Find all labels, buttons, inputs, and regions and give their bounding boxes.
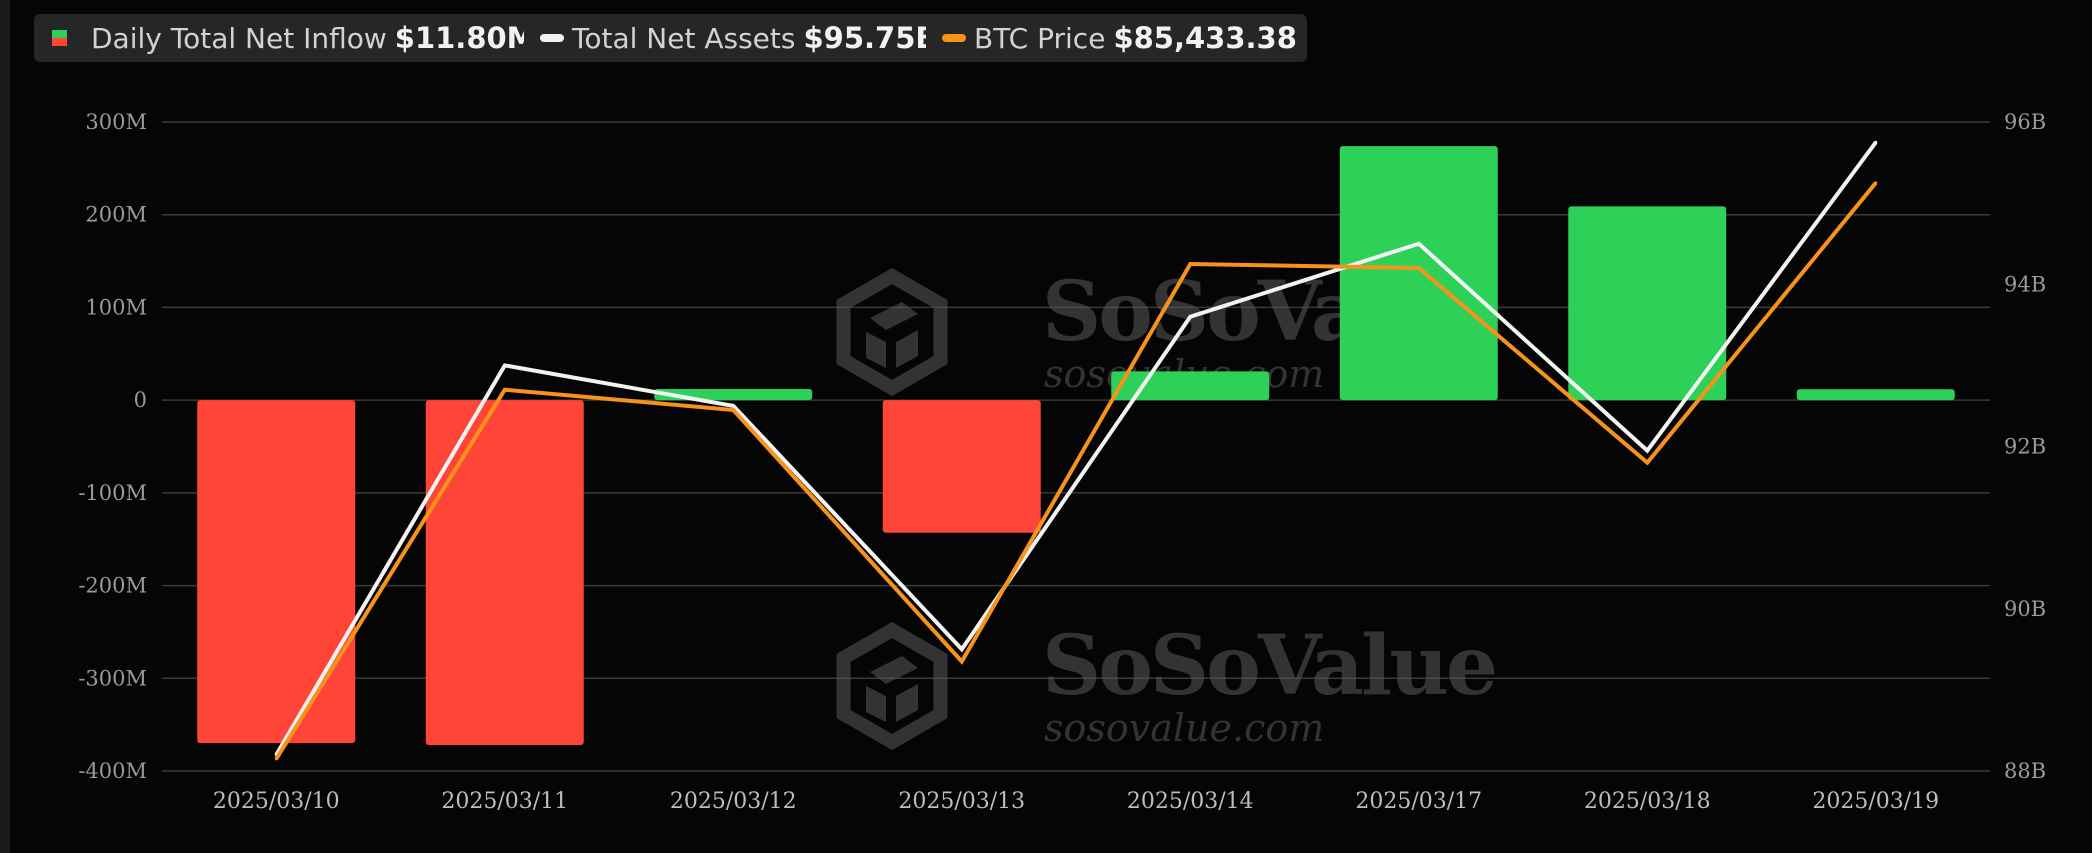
legend-inflow-label: Daily Total Net Inflow: [91, 21, 387, 55]
net-assets-line: [274, 141, 1878, 756]
net-assets-point: [1645, 449, 1649, 453]
watermark-logo-icon: [836, 267, 948, 397]
btc-price-point: [1874, 181, 1878, 185]
btc-price-point: [960, 659, 964, 663]
x-tick-label: 2025/03/10: [213, 789, 340, 814]
net-assets-point: [1874, 140, 1878, 144]
btc-price-point: [274, 757, 278, 761]
btc-price-point: [1645, 461, 1649, 465]
y-left-tick-label: 200M: [85, 203, 147, 227]
btc-price-point: [503, 388, 507, 392]
y-left-tick-label: -200M: [78, 574, 147, 598]
net-assets-point: [1188, 315, 1192, 319]
legend-assets-label: Total Net Assets: [572, 21, 796, 55]
inflow-bar: [1796, 389, 1955, 401]
y-left-tick-label: 100M: [85, 295, 147, 319]
net-assets-point: [1417, 242, 1421, 246]
btc-swatch-icon: [942, 34, 966, 42]
chart-svg: SoSoValuesosovalue.comSoSoValuesosovalue…: [78, 110, 2046, 814]
x-tick-label: 2025/03/18: [1584, 789, 1711, 814]
y-right-tick-label: 90B: [2004, 597, 2046, 621]
net-assets-point: [731, 404, 735, 408]
legend-btc-label: BTC Price: [974, 21, 1106, 55]
btc-price-point: [1188, 262, 1192, 266]
y-left-tick-label: -300M: [78, 666, 147, 690]
watermark-cube-icon: [866, 656, 918, 722]
legend-inflow[interactable]: Daily Total Net Inflow $11.80M: [34, 14, 546, 62]
x-tick-label: 2025/03/12: [670, 789, 797, 814]
legend-assets[interactable]: Total Net Assets $95.75B: [524, 14, 948, 62]
x-tick-label: 2025/03/17: [1355, 789, 1482, 814]
btc-price-point: [1417, 266, 1421, 270]
y-left-tick-label: 300M: [85, 110, 147, 134]
x-tick-label: 2025/03/19: [1812, 789, 1939, 814]
inflow-bar: [1568, 206, 1727, 401]
inflow-bar: [1111, 371, 1270, 401]
net-assets-point: [503, 363, 507, 367]
y-left-tick-label: -100M: [78, 481, 147, 505]
y-left-tick-label: -400M: [78, 759, 147, 783]
watermark-logo-icon: [836, 621, 948, 751]
btc-price-line: [274, 181, 1878, 760]
y-right-tick-label: 96B: [2004, 110, 2046, 134]
inflow-swatch-icon: [52, 30, 67, 46]
y-right-tick-label: 88B: [2004, 759, 2046, 783]
inflow-bar: [197, 400, 356, 744]
watermark-brand: SoSoValue: [1042, 618, 1495, 714]
legend-btc-value: $85,433.38: [1113, 21, 1297, 55]
y-right-tick-label: 92B: [2004, 435, 2046, 459]
watermark-cube-icon: [866, 302, 918, 368]
assets-swatch-icon: [540, 34, 564, 42]
inflow-bar: [425, 400, 584, 746]
inflow-bar: [882, 400, 1041, 533]
inflow-bar: [1339, 146, 1498, 401]
y-right-tick-label: 94B: [2004, 272, 2046, 296]
x-tick-label: 2025/03/11: [441, 789, 568, 814]
btc-price-point: [731, 408, 735, 412]
legend-assets-value: $95.75B: [803, 21, 938, 55]
legend-inflow-value: $11.80M: [394, 21, 536, 55]
x-tick-label: 2025/03/14: [1127, 789, 1254, 814]
net-assets-point: [960, 647, 964, 651]
x-tick-label: 2025/03/13: [898, 789, 1025, 814]
y-left-tick-label: 0: [134, 388, 147, 412]
legend-btc[interactable]: BTC Price $85,433.38: [926, 14, 1307, 62]
watermark-url: sosovalue.com: [1044, 706, 1324, 750]
